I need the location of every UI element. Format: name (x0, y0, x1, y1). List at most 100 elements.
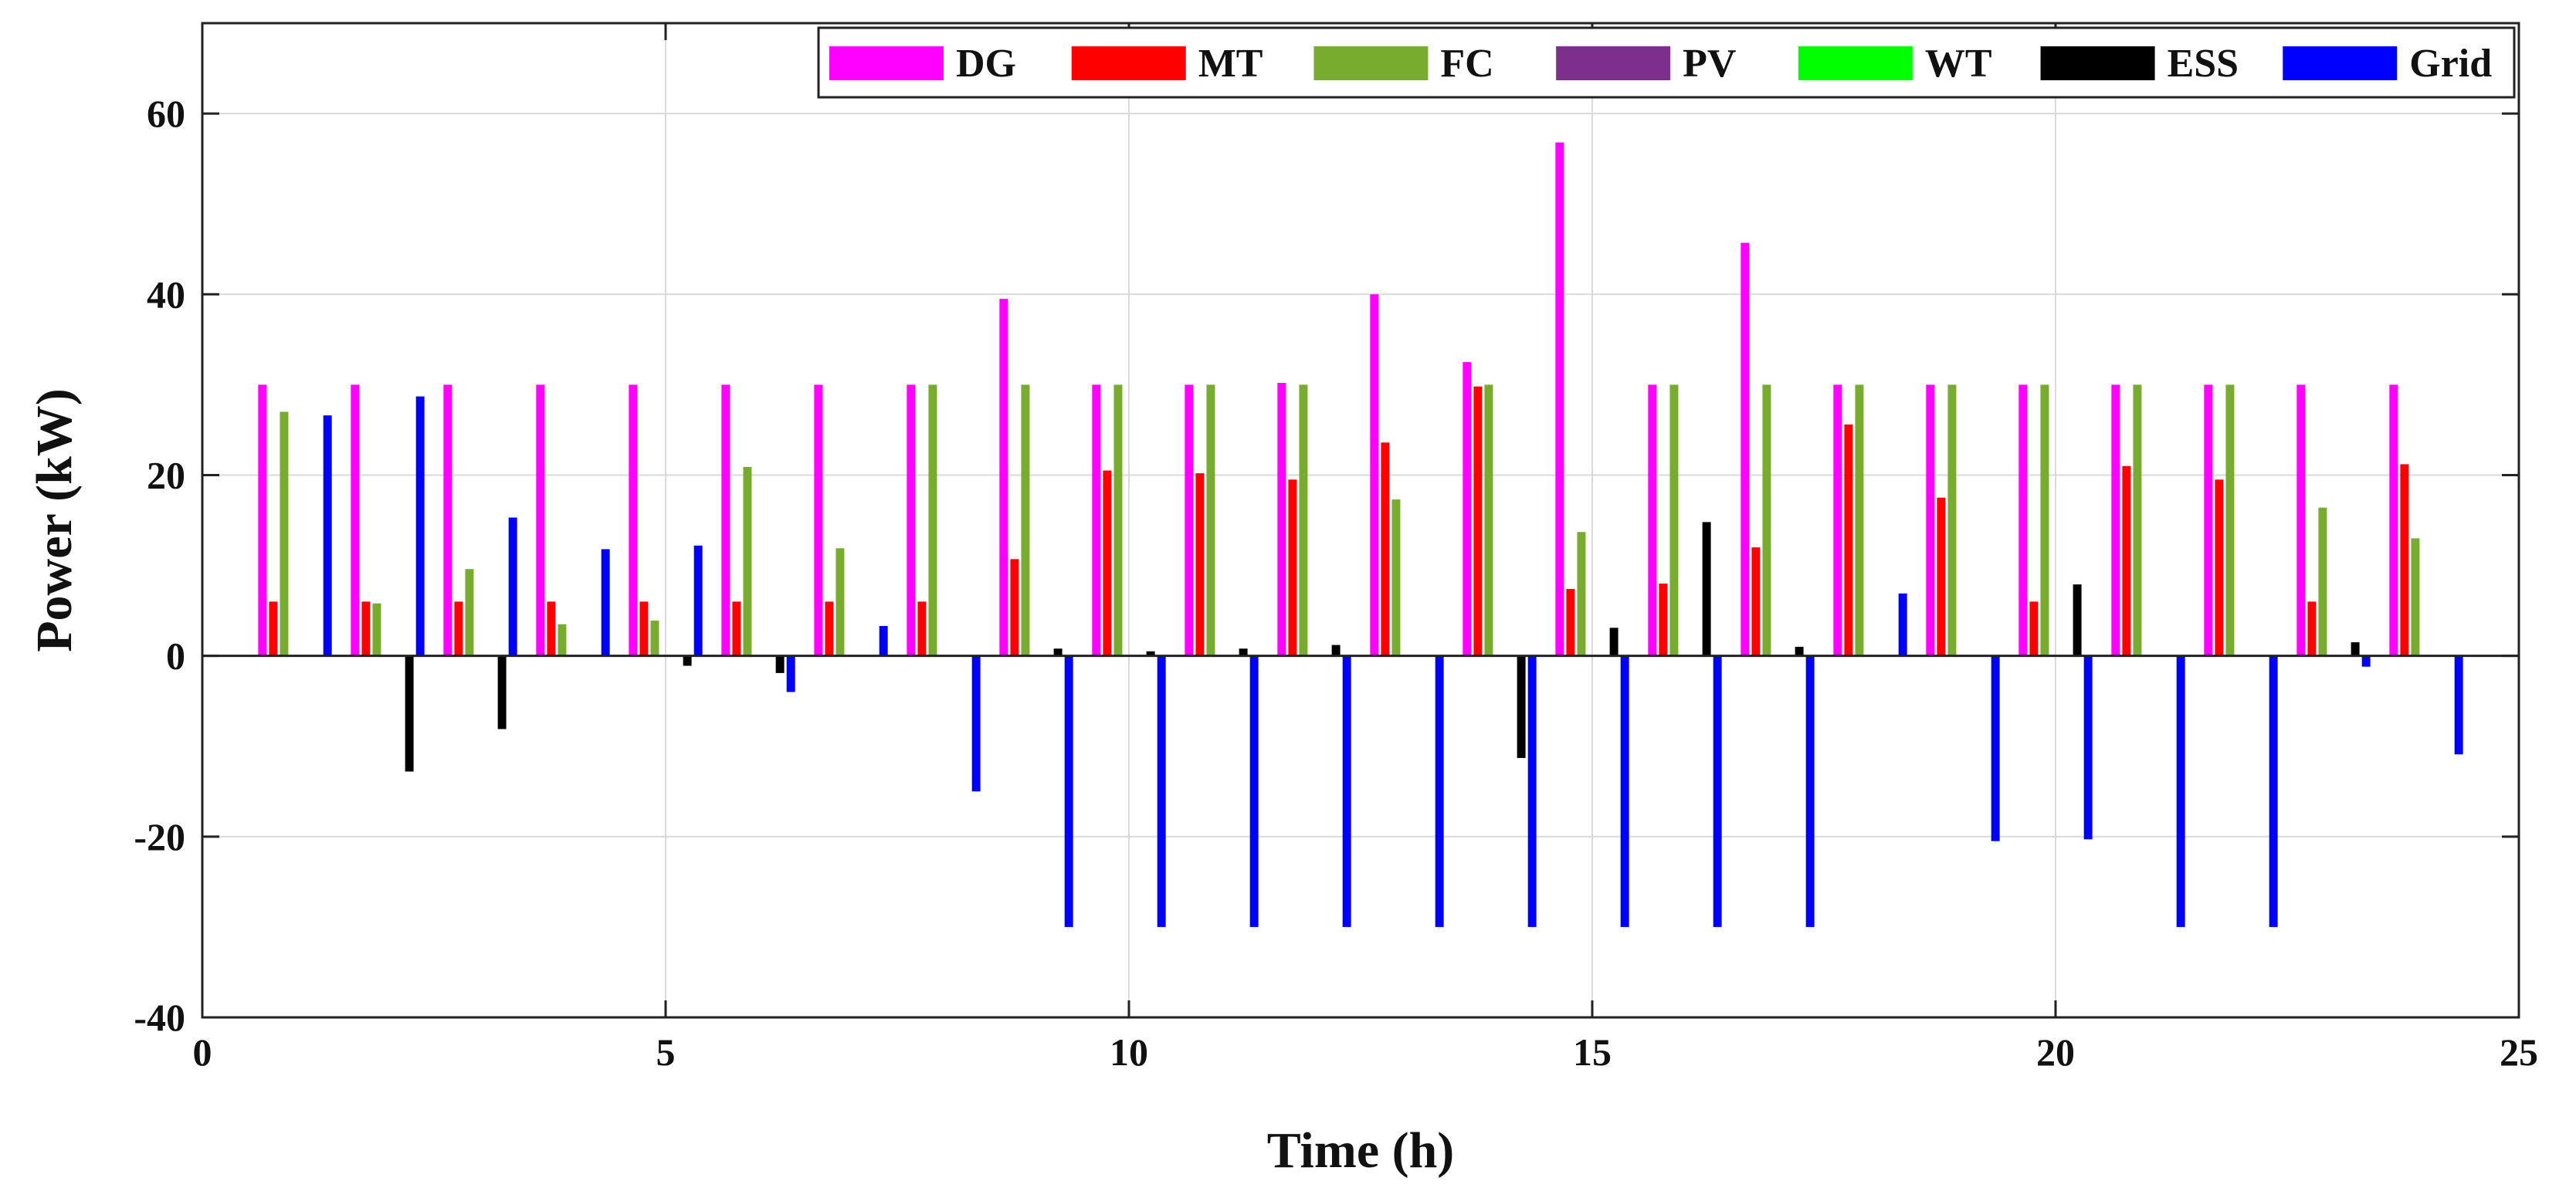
bar-mt-h13 (1381, 442, 1390, 656)
x-tick-label: 15 (1573, 1030, 1612, 1074)
bar-dg-h13 (1370, 294, 1379, 656)
bars (258, 142, 2463, 927)
bar-ess-h3 (497, 655, 507, 729)
bar-fc-h13 (1391, 499, 1401, 656)
bar-grid-h7 (879, 625, 888, 656)
legend-label-grid: Grid (2409, 42, 2492, 86)
bar-grid-h14 (1527, 655, 1537, 927)
bar-mt-h17 (1751, 547, 1761, 656)
bar-mt-h5 (639, 601, 649, 656)
bar-dg-h3 (443, 384, 452, 656)
bar-grid-h4 (601, 549, 610, 656)
bar-fc-h24 (2411, 538, 2420, 656)
bar-dg-h2 (351, 384, 360, 656)
y-tick-label: -20 (134, 815, 185, 858)
bar-ess-h14 (1517, 655, 1526, 758)
bar-mt-h2 (361, 601, 371, 656)
bar-fc-h3 (465, 569, 474, 656)
bar-fc-h1 (280, 411, 289, 656)
bar-mt-h19 (1937, 497, 1946, 656)
bar-dg-h10 (1092, 384, 1101, 656)
x-tick-label: 0 (193, 1030, 212, 1074)
bar-fc-h21 (2133, 384, 2142, 656)
bar-dg-h4 (536, 384, 545, 656)
y-tick-label: 60 (147, 92, 185, 135)
bar-fc-h20 (2040, 384, 2049, 656)
bar-fc-h7 (836, 548, 845, 656)
bar-ess-h9 (1053, 648, 1063, 656)
bar-grid-h15 (1620, 655, 1629, 927)
bar-fc-h19 (1947, 384, 1957, 656)
bar-grid-h6 (786, 655, 795, 692)
bar-fc-h2 (372, 603, 381, 656)
legend-swatch-dg (829, 46, 944, 80)
bar-dg-h23 (2296, 384, 2306, 656)
bar-ess-h16 (1702, 522, 1711, 656)
bar-mt-h15 (1566, 588, 1575, 656)
x-tick-label: 20 (2036, 1030, 2075, 1074)
plot-area-border (201, 22, 2520, 1019)
bar-mt-h6 (732, 601, 741, 656)
legend: DG MT FC PV WT ESS Grid (817, 26, 2516, 99)
bar-grid-h1 (323, 415, 332, 656)
bar-fc-h16 (1669, 384, 1679, 656)
bar-grid-h22 (2269, 655, 2278, 927)
bar-grid-h3 (508, 517, 517, 656)
bar-grid-h23 (2361, 655, 2371, 667)
bar-mt-h10 (1103, 470, 1112, 656)
bar-dg-h11 (1185, 384, 1194, 656)
bar-mt-h1 (269, 601, 278, 656)
bar-dg-h24 (2389, 384, 2398, 656)
bar-ess-h2 (405, 655, 414, 772)
legend-swatch-pv (1556, 46, 1671, 80)
bar-fc-h18 (1855, 384, 1864, 656)
bar-ess-h5 (683, 655, 692, 666)
bar-mt-h20 (2029, 601, 2039, 656)
bar-dg-h21 (2111, 384, 2120, 656)
bar-ess-h23 (2351, 642, 2360, 656)
bar-dg-h16 (1648, 384, 1657, 656)
bar-mt-h14 (1473, 386, 1483, 656)
bar-grid-h20 (2083, 655, 2093, 840)
bar-mt-h21 (2122, 465, 2131, 656)
bar-ess-h20 (2073, 584, 2082, 656)
bar-ess-h12 (1331, 645, 1341, 656)
y-axis-title: Power (kW) (26, 388, 83, 652)
y-tick-label: -40 (134, 996, 185, 1039)
bar-fc-h9 (1021, 384, 1030, 656)
legend-swatch-ess (2040, 46, 2155, 80)
bar-dg-h15 (1555, 142, 1564, 656)
bar-grid-h5 (693, 545, 703, 656)
bar-mt-h7 (825, 601, 834, 656)
bar-fc-h22 (2225, 384, 2235, 656)
bar-dg-h9 (999, 299, 1008, 656)
bar-grid-h9 (1064, 655, 1073, 927)
bar-dg-h20 (2018, 384, 2028, 656)
legend-label-mt: MT (1198, 42, 1263, 86)
bar-mt-h9 (1010, 559, 1019, 656)
bar-fc-h10 (1113, 384, 1123, 656)
bar-fc-h8 (928, 384, 937, 656)
legend-label-wt: WT (1925, 42, 1992, 86)
bar-mt-h4 (547, 601, 556, 656)
legend-label-dg: DG (956, 42, 1016, 86)
axis-ticks: 0 5 10 15 20 25 -40 -20 0 20 40 60 (134, 23, 2538, 1074)
bar-ess-h17 (1795, 646, 1804, 656)
bar-mt-h3 (454, 601, 463, 656)
bar-dg-h12 (1277, 383, 1286, 656)
bar-mt-h22 (2215, 479, 2224, 656)
bar-fc-h5 (650, 620, 659, 656)
legend-label-ess: ESS (2168, 42, 2239, 86)
bar-grid-h21 (2176, 655, 2185, 927)
bar-dg-h8 (907, 384, 916, 656)
x-tick-label: 25 (2500, 1030, 2538, 1074)
bar-dg-h5 (629, 384, 638, 656)
bar-dg-h7 (814, 384, 823, 656)
bar-dg-h14 (1463, 362, 1472, 656)
legend-label-pv: PV (1683, 42, 1736, 86)
bar-fc-h23 (2318, 507, 2327, 656)
bar-dg-h6 (721, 384, 730, 656)
x-tick-label: 5 (656, 1030, 676, 1074)
